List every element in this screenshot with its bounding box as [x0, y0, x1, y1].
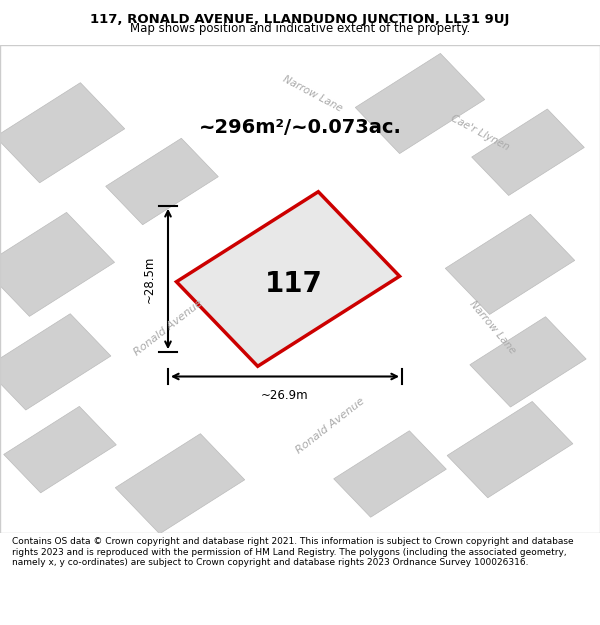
Text: Ronald Avenue: Ronald Avenue — [294, 396, 366, 455]
Polygon shape — [335, 0, 600, 400]
Polygon shape — [0, 82, 125, 182]
Polygon shape — [99, 0, 600, 337]
Text: 117: 117 — [265, 270, 323, 298]
Text: ~296m²/~0.073ac.: ~296m²/~0.073ac. — [199, 118, 401, 138]
Text: ~28.5m: ~28.5m — [143, 255, 156, 302]
Text: ~26.9m: ~26.9m — [261, 389, 309, 402]
Polygon shape — [106, 138, 218, 225]
Polygon shape — [0, 213, 115, 316]
Text: Narrow Lane: Narrow Lane — [281, 74, 343, 114]
Text: Cae'r Llynen: Cae'r Llynen — [449, 113, 511, 152]
Text: Map shows position and indicative extent of the property.: Map shows position and indicative extent… — [130, 22, 470, 35]
Text: Ronald Avenue: Ronald Avenue — [132, 298, 204, 358]
Polygon shape — [115, 434, 245, 534]
Polygon shape — [472, 109, 584, 196]
Text: Contains OS data © Crown copyright and database right 2021. This information is : Contains OS data © Crown copyright and d… — [12, 537, 574, 567]
Polygon shape — [0, 41, 600, 464]
Polygon shape — [334, 431, 446, 518]
Polygon shape — [4, 406, 116, 493]
Text: 117, RONALD AVENUE, LLANDUDNO JUNCTION, LL31 9UJ: 117, RONALD AVENUE, LLANDUDNO JUNCTION, … — [91, 12, 509, 26]
Polygon shape — [355, 54, 485, 154]
Polygon shape — [447, 401, 573, 498]
Polygon shape — [445, 214, 575, 314]
Polygon shape — [0, 314, 111, 410]
Polygon shape — [470, 317, 586, 407]
Polygon shape — [176, 192, 400, 366]
Text: Narrow Lane: Narrow Lane — [467, 299, 517, 356]
